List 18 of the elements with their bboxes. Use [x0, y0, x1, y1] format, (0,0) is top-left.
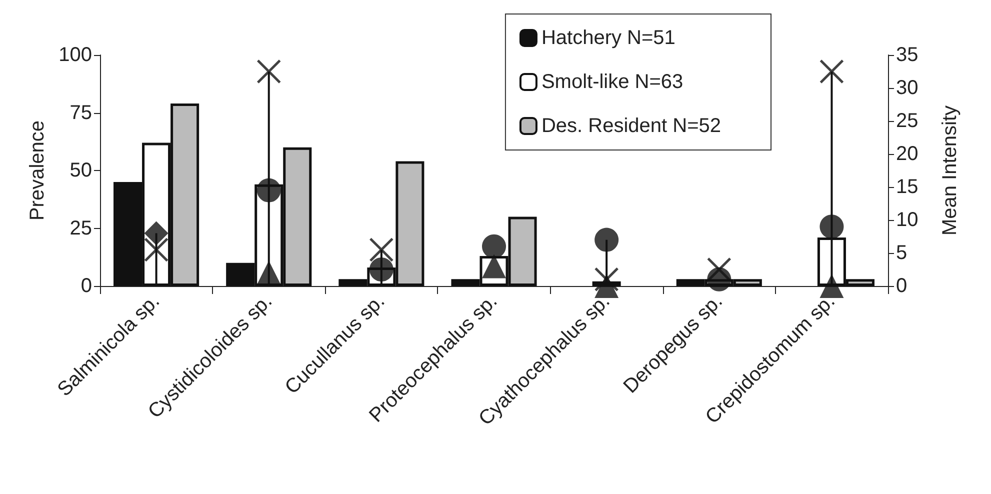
- y2-tick-label: 20: [896, 143, 918, 165]
- y-tick-label: 75: [70, 102, 92, 124]
- y2-tick-label: 5: [896, 242, 908, 264]
- y-tick-label: 25: [70, 217, 92, 240]
- y2-tick-label: 35: [896, 44, 918, 66]
- y2-tick-label: 15: [896, 176, 918, 198]
- y-tick-label: 0: [80, 275, 92, 297]
- legend-label: Hatchery N=51: [541, 27, 676, 49]
- y2-axis-title: Mean Intensity: [939, 105, 961, 236]
- y2-tick-label: 25: [896, 110, 918, 132]
- y2-tick-label: 30: [896, 77, 918, 99]
- legend-label: Smolt-like N=63: [541, 71, 684, 93]
- y-tick-label: 50: [70, 160, 92, 182]
- legend-label: Des. Resident N=52: [541, 115, 722, 137]
- y-tick-label: 100: [58, 44, 92, 66]
- y-axis-title: Prevalence: [26, 120, 49, 221]
- y2-tick-label: 10: [896, 209, 918, 231]
- y2-tick-label: 0: [896, 275, 908, 297]
